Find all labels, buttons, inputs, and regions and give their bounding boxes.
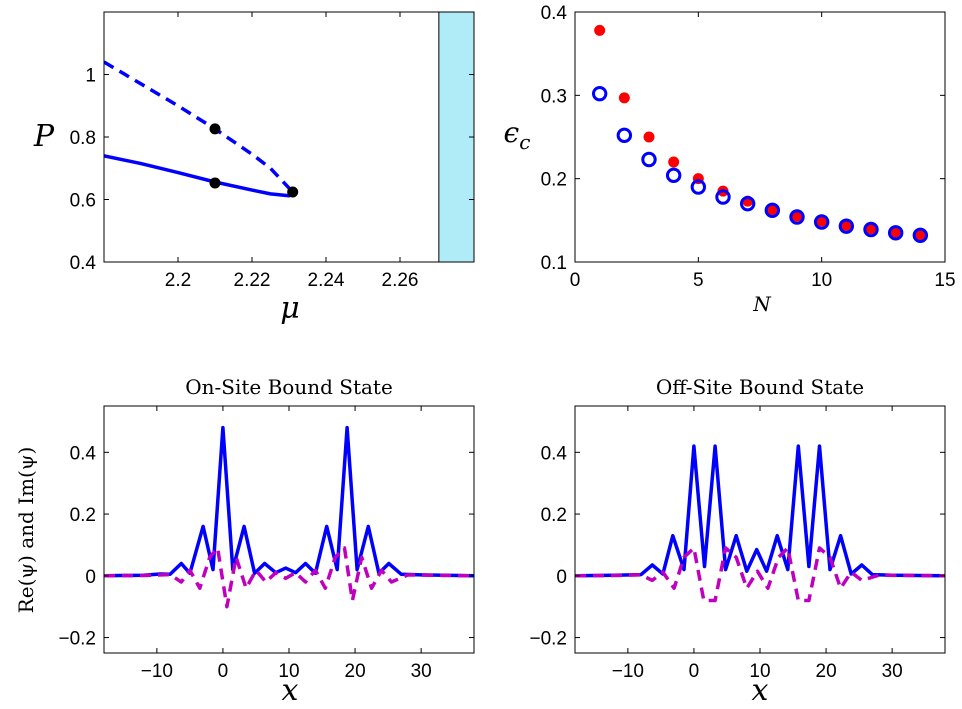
y-tick-label: 0.3 <box>541 86 567 107</box>
red-marker-3 <box>643 131 655 143</box>
x-tick-label: 2.24 <box>308 270 345 291</box>
y-tick-label: 1 <box>85 66 96 87</box>
x-tick-label: −10 <box>612 661 644 682</box>
solid-series-line <box>104 425 474 578</box>
black-point-2 <box>209 177 221 189</box>
x-tick-label: 10 <box>811 270 832 291</box>
panel-bottom-left: On-Site Bound State −10 0 10 20 30 −0.2 0 0.2 0.… <box>14 375 475 708</box>
shaded-band <box>438 12 474 262</box>
dashed-series-line <box>104 546 474 609</box>
red-marker-12 <box>865 223 877 235</box>
x-axis-label: x <box>282 673 299 708</box>
y-tick-label: 0.1 <box>541 253 567 274</box>
y-tick-label: 0 <box>85 567 96 588</box>
x-tick-label: 2.22 <box>234 270 271 291</box>
y-tick-label: 0.2 <box>541 505 567 526</box>
red-marker-1 <box>594 24 606 36</box>
red-marker-8 <box>766 204 778 215</box>
y-tick-label: 0.4 <box>70 253 97 274</box>
blue-open-marker-6 <box>715 189 731 205</box>
blue-open-marker-5 <box>690 179 707 195</box>
red-marker-2 <box>618 92 630 104</box>
y-tick-label: −0.2 <box>58 629 96 650</box>
x-tick-label: 5 <box>693 270 704 291</box>
x-axis-label: μ <box>280 291 300 326</box>
red-marker-4 <box>668 156 680 168</box>
y-tick-label: 0.2 <box>541 170 567 191</box>
red-marker-13 <box>890 226 902 238</box>
x-tick-label: 2.26 <box>382 270 419 291</box>
y-axis-label: Re(ψ) and Im(ψ) <box>14 447 38 614</box>
y-tick-label: 0 <box>556 567 567 588</box>
x-axis-label: N <box>752 292 772 316</box>
blue-open-marker-7 <box>739 195 756 212</box>
x-tick-label: 30 <box>411 661 432 682</box>
panel-top-left: 2.2 2.22 2.24 2.26 0.4 0.6 0.8 1 μ P <box>33 11 475 326</box>
red-marker-11 <box>840 219 852 231</box>
black-point-1 <box>209 123 221 135</box>
blue-open-marker-10 <box>813 214 830 230</box>
solid-series-line <box>104 154 294 198</box>
axes-box <box>103 405 475 654</box>
blue-open-marker-12 <box>863 221 879 238</box>
x-tick-label: 10 <box>278 661 299 682</box>
chart-title: Off-Site Bound State <box>656 375 864 399</box>
x-tick-label: 10 <box>749 661 770 682</box>
red-marker-14 <box>914 229 926 240</box>
black-point-3 <box>287 186 299 198</box>
x-tick-label: 0 <box>689 661 700 682</box>
y-tick-label: 0.4 <box>70 443 97 464</box>
y-tick-label: 0.6 <box>70 191 96 212</box>
y-tick-label: 0.8 <box>70 128 96 149</box>
x-tick-label: 0 <box>570 270 581 291</box>
dashed-series-line <box>575 546 945 603</box>
blue-open-marker-1 <box>591 85 608 102</box>
x-tick-label: 20 <box>816 661 837 682</box>
y-tick-label: −0.2 <box>529 629 567 650</box>
x-tick-label: 0 <box>218 661 229 682</box>
blue-open-marker-13 <box>887 225 904 241</box>
y-tick-label: 0.4 <box>541 3 568 24</box>
x-tick-label: −10 <box>141 661 173 682</box>
blue-open-marker-3 <box>641 151 657 168</box>
blue-open-marker-8 <box>764 202 781 219</box>
blue-open-marker-9 <box>789 209 805 225</box>
y-axis-label: P <box>33 119 55 154</box>
red-marker-10 <box>816 215 828 227</box>
chart-title: On-Site Bound State <box>185 375 393 399</box>
panel-bottom-right: Off-Site Bound State −10 0 10 20 30 −0.2 0 0.2 0… <box>529 375 946 708</box>
x-axis-label: x <box>752 673 769 708</box>
x-tick-label: 15 <box>934 270 955 291</box>
y-axis-label: ϵc <box>504 116 531 154</box>
y-tick-label: 0.2 <box>70 505 96 526</box>
axes-box <box>574 11 946 263</box>
x-tick-label: 30 <box>882 661 903 682</box>
solid-series-line <box>575 444 945 578</box>
axes-box <box>574 405 946 654</box>
blue-open-marker-11 <box>838 218 855 234</box>
dashed-series-line <box>104 60 294 194</box>
blue-open-marker-2 <box>616 127 633 144</box>
blue-open-marker-4 <box>665 167 682 184</box>
y-tick-label: 0.4 <box>541 443 568 464</box>
x-tick-label: 2.2 <box>165 270 191 291</box>
panel-top-right: 0 5 10 15 0.1 0.2 0.3 0.4 N ϵc <box>504 3 956 316</box>
axes-box <box>103 11 475 263</box>
blue-open-marker-14 <box>912 227 929 244</box>
red-marker-9 <box>791 210 803 222</box>
x-tick-label: 20 <box>345 661 366 682</box>
